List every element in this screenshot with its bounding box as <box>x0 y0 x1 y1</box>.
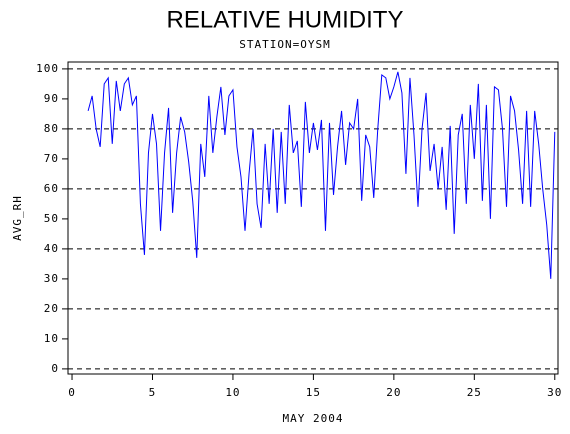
y-tick-label: 80 <box>44 122 59 135</box>
y-tick-label: 100 <box>36 62 59 75</box>
x-tick-label: 30 <box>547 386 562 399</box>
x-tick-label: 5 <box>149 386 157 399</box>
x-tick-label: 0 <box>68 386 76 399</box>
x-tick-label: 15 <box>306 386 321 399</box>
y-tick-label: 30 <box>44 272 59 285</box>
x-axis-label: MAY 2004 <box>283 412 344 425</box>
data-line <box>87 71 556 279</box>
x-tick-label: 10 <box>225 386 240 399</box>
y-tick-label: 50 <box>44 212 59 225</box>
x-tick-label: 25 <box>467 386 482 399</box>
y-tick-label: 60 <box>44 182 59 195</box>
chart-title: RELATIVE HUMIDITY <box>167 6 404 33</box>
y-axis-label: AVG_RH <box>11 195 24 241</box>
chart-subtitle: STATION=OYSM <box>239 38 330 51</box>
x-tick-label: 20 <box>386 386 401 399</box>
y-tick-label: 40 <box>44 242 59 255</box>
y-tick-label: 10 <box>44 332 59 345</box>
y-tick-label: 70 <box>44 152 59 165</box>
y-tick-label: 0 <box>51 362 59 375</box>
y-tick-label: 20 <box>44 302 59 315</box>
y-tick-label: 90 <box>44 92 59 105</box>
